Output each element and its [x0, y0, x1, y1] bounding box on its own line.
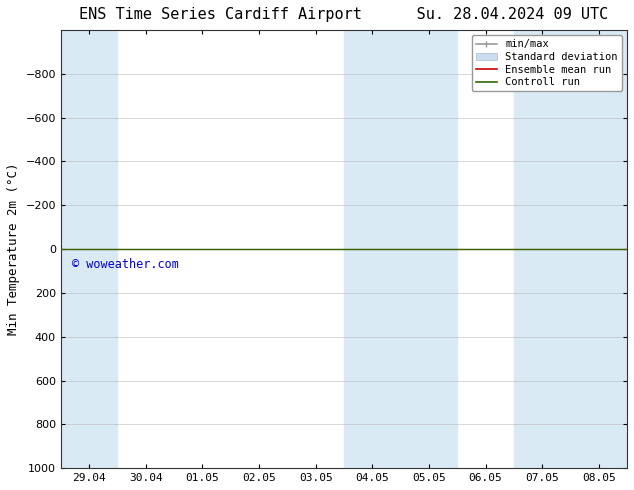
Bar — [514, 30, 627, 468]
Legend: min/max, Standard deviation, Ensemble mean run, Controll run: min/max, Standard deviation, Ensemble me… — [472, 35, 622, 92]
Bar — [61, 30, 117, 468]
Title: ENS Time Series Cardiff Airport      Su. 28.04.2024 09 UTC: ENS Time Series Cardiff Airport Su. 28.0… — [79, 7, 609, 22]
Text: © woweather.com: © woweather.com — [72, 258, 179, 271]
Y-axis label: Min Temperature 2m (°C): Min Temperature 2m (°C) — [7, 163, 20, 335]
Bar — [344, 30, 457, 468]
